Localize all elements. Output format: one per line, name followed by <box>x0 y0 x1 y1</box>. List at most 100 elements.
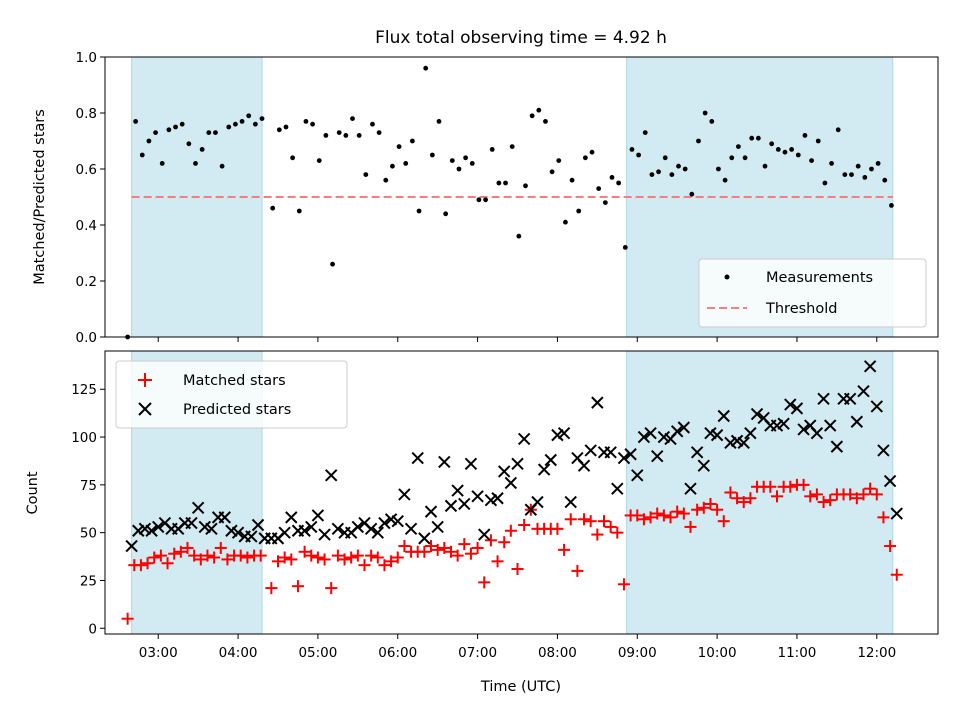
predicted-star-point <box>863 360 877 373</box>
predicted-x-b <box>784 398 797 411</box>
predicted-star-point <box>557 427 571 440</box>
predicted-star-point <box>424 505 438 518</box>
measurement-point <box>146 138 152 144</box>
predicted-star-point <box>591 396 604 409</box>
matched-star-point <box>298 545 311 558</box>
predicted-x-b <box>404 522 418 536</box>
predicted-star-point <box>810 427 824 440</box>
predicted-star-point <box>305 520 318 534</box>
matched-star-point <box>451 549 464 562</box>
measurement-point <box>629 147 635 152</box>
predicted-star-point <box>411 451 424 465</box>
top-ytick-label: 0.4 <box>76 218 97 234</box>
measurement-point <box>742 155 748 161</box>
bottom-ytick-label: 25 <box>80 573 97 589</box>
matched-star-point <box>671 505 684 518</box>
measurement-point <box>370 121 375 127</box>
predicted-star-point <box>644 427 657 440</box>
predicted-x-b <box>810 427 824 440</box>
top-ytick-label: 0.2 <box>76 274 97 290</box>
predicted-x-b <box>205 522 218 536</box>
measurement-point <box>775 147 781 152</box>
bottom-x-ticks: 03:00 04:00 05:00 06:00 07:00 08:00 09:00 10:00… <box>139 634 896 661</box>
measurement-point <box>769 141 775 147</box>
measurement-point <box>789 147 795 152</box>
matched-star-point <box>154 549 167 562</box>
matched-star-point <box>331 549 344 562</box>
matched-star-point <box>578 513 591 526</box>
predicted-x-b <box>584 444 597 457</box>
top-x-ticks <box>157 337 878 342</box>
predicted-star-point <box>857 384 870 398</box>
measurement-point <box>795 152 801 158</box>
predicted-x-b <box>677 421 691 434</box>
measurement-point <box>199 147 205 152</box>
matched-star-point <box>770 490 783 503</box>
bottom-xtick-label: 10:00 <box>698 645 737 661</box>
predicted-x-b <box>830 440 844 453</box>
measurement-point <box>496 180 502 186</box>
matched-star-point <box>358 559 371 572</box>
predicted-star-point <box>717 409 730 423</box>
measurement-points <box>125 65 894 340</box>
bottom-axes-frame <box>104 350 939 635</box>
legend-measurements-label: Measurements <box>766 270 873 286</box>
matched-star-point <box>271 555 284 568</box>
predicted-star-point <box>797 423 810 436</box>
predicted-x-b <box>790 402 804 415</box>
measurement-point <box>436 119 442 124</box>
matched-star-point <box>631 509 644 522</box>
measurement-point <box>849 172 854 178</box>
predicted-x-b <box>611 482 624 495</box>
measurement-point <box>416 208 422 214</box>
measurement-point <box>835 127 841 133</box>
measurement-point <box>842 172 848 178</box>
predicted-x-b <box>537 463 551 476</box>
predicted-stars-points <box>125 360 903 553</box>
measurement-point <box>749 135 755 141</box>
predicted-star-point <box>278 526 291 539</box>
matched-star-point <box>398 540 411 553</box>
predicted-star-point <box>431 520 444 534</box>
measurement-point <box>529 113 535 119</box>
predicted-star-point <box>458 497 471 511</box>
predicted-x-b <box>631 469 644 482</box>
predicted-star-point <box>231 526 245 539</box>
matched-star-point <box>697 501 710 514</box>
measurement-point <box>483 197 488 203</box>
measurement-point <box>139 152 145 158</box>
predicted-star-point <box>843 392 857 406</box>
measurement-point <box>252 121 258 127</box>
top-panel: 0.0 0.2 0.4 0.6 0.8 1.0 Matched/Predicted sta… <box>32 50 939 346</box>
matched-star-point <box>604 520 617 533</box>
matched-star-point <box>684 520 697 533</box>
predicted-x-b <box>358 516 371 530</box>
measurement-point <box>549 169 555 175</box>
predicted-star-point <box>391 514 404 528</box>
measurement-point <box>536 107 542 113</box>
predicted-x-b <box>511 457 524 471</box>
matched-star-point <box>598 515 611 528</box>
measurement-point <box>642 130 648 136</box>
bottom-xtick-label: 04:00 <box>219 645 258 661</box>
predicted-x-b <box>857 384 870 398</box>
chart-title: Flux total observing time = 4.92 h <box>375 28 667 48</box>
matched-star-point <box>884 540 897 553</box>
matched-star-point <box>148 551 161 564</box>
measurement-point <box>563 219 568 225</box>
measurement-point <box>303 119 309 124</box>
predicted-x-b <box>617 451 631 465</box>
measurement-point <box>596 186 602 192</box>
predicted-x-b <box>351 520 365 534</box>
matched-star-point <box>378 559 391 572</box>
predicted-x-b <box>158 516 172 530</box>
bottom-legend-box <box>115 360 348 429</box>
measurement-point <box>246 113 252 119</box>
predicted-star-point <box>850 415 864 428</box>
predicted-star-point <box>371 526 384 539</box>
predicted-star-point <box>517 432 531 446</box>
predicted-star-point <box>531 495 544 509</box>
predicted-x-b <box>198 520 212 534</box>
predicted-star-point <box>584 444 597 457</box>
